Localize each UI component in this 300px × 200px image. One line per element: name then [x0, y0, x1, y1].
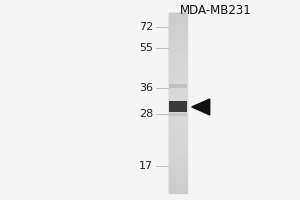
Text: 55: 55	[139, 43, 153, 53]
Bar	[169, 37, 187, 40]
Bar	[169, 124, 187, 127]
Bar	[169, 115, 187, 118]
Bar	[169, 101, 187, 112]
Bar	[169, 100, 187, 103]
Text: 28: 28	[139, 109, 153, 119]
Text: 17: 17	[139, 161, 153, 171]
Bar	[169, 154, 187, 157]
Bar	[169, 148, 187, 151]
Bar	[169, 16, 187, 19]
Bar	[169, 145, 187, 148]
Text: MDA-MB231: MDA-MB231	[180, 4, 252, 17]
Bar	[169, 97, 187, 100]
Bar	[169, 58, 187, 61]
Bar	[169, 13, 187, 193]
Bar	[169, 19, 187, 22]
Bar	[169, 172, 187, 175]
Bar	[169, 175, 187, 178]
Bar	[169, 85, 187, 88]
Bar	[169, 178, 187, 181]
Polygon shape	[192, 99, 210, 115]
Bar	[169, 46, 187, 49]
Bar	[169, 184, 187, 187]
Bar	[169, 43, 187, 46]
Bar	[169, 73, 187, 76]
Bar	[169, 187, 187, 190]
Bar	[169, 34, 187, 37]
Bar	[169, 31, 187, 34]
Bar	[169, 181, 187, 184]
Bar	[169, 106, 187, 109]
Bar	[169, 22, 187, 25]
Bar	[169, 142, 187, 145]
Bar	[169, 94, 187, 97]
Bar	[169, 40, 187, 43]
Bar	[169, 76, 187, 79]
Bar	[169, 190, 187, 193]
Bar	[169, 133, 187, 136]
Bar	[169, 112, 187, 115]
Bar	[169, 28, 187, 31]
Bar	[169, 151, 187, 154]
Bar	[169, 103, 187, 106]
Bar	[169, 13, 187, 16]
Bar	[169, 127, 187, 130]
Bar	[169, 109, 187, 112]
Text: 36: 36	[139, 83, 153, 93]
Bar	[169, 25, 187, 28]
Bar	[169, 160, 187, 163]
Bar	[169, 91, 187, 94]
Bar	[169, 163, 187, 166]
Bar	[169, 130, 187, 133]
Text: 72: 72	[139, 22, 153, 32]
Bar	[169, 157, 187, 160]
Bar	[169, 169, 187, 172]
Bar	[169, 166, 187, 169]
Bar	[169, 84, 187, 88]
Bar	[169, 136, 187, 139]
Bar	[169, 52, 187, 55]
Bar	[169, 121, 187, 124]
Bar	[169, 82, 187, 85]
Bar	[169, 70, 187, 73]
Bar	[169, 61, 187, 64]
Bar	[169, 64, 187, 67]
Bar	[169, 88, 187, 91]
Bar	[169, 67, 187, 70]
Bar	[169, 139, 187, 142]
Bar	[169, 49, 187, 52]
Bar	[169, 79, 187, 82]
Bar	[169, 55, 187, 58]
Bar	[169, 113, 187, 116]
Bar	[169, 118, 187, 121]
